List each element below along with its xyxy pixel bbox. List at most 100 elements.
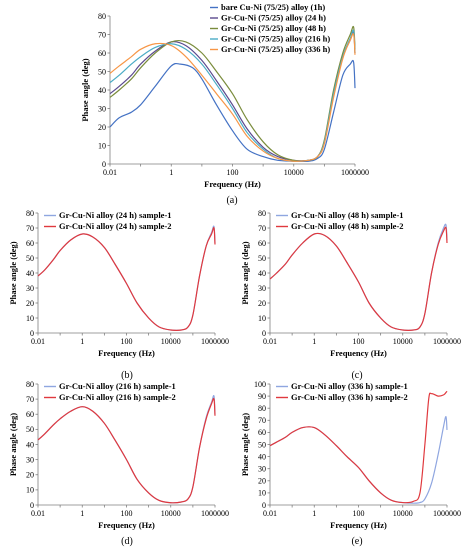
x-tick-label: 10000 xyxy=(161,509,181,518)
y-tick-label: 20 xyxy=(258,477,266,486)
y-axis-title: Phase angle (deg) xyxy=(240,241,250,304)
y-tick-label: 80 xyxy=(258,209,266,218)
x-tick-label: 100 xyxy=(227,168,239,177)
x-tick-label: 1000000 xyxy=(433,509,461,518)
series-line-d-2 xyxy=(37,397,216,504)
y-tick-label: 30 xyxy=(98,104,106,113)
legend-entry: Gr-Cu-Ni (75/25) alloy (336 h) xyxy=(221,44,330,54)
series-line-a-1 xyxy=(109,59,356,163)
y-tick-label: 30 xyxy=(26,455,34,464)
legend-entry: Gr-Cu-Ni alloy (336 h) sample-2 xyxy=(291,392,408,402)
x-axis-title: Frequency (Hz) xyxy=(330,520,387,530)
y-tick-label: 50 xyxy=(26,254,34,263)
y-tick-label: 60 xyxy=(26,239,34,248)
y-tick-label: 50 xyxy=(98,67,106,76)
x-tick-label: 100 xyxy=(121,509,133,518)
x-tick-label: 1 xyxy=(80,337,84,346)
y-tick-label: 10 xyxy=(258,314,266,323)
legend-entry: Gr-Cu-Ni (75/25) alloy (24 h) xyxy=(221,13,326,23)
y-axis-title: Phase angle (deg) xyxy=(8,241,18,304)
y-tick-label: 0 xyxy=(30,501,34,510)
x-tick-label: 10000 xyxy=(161,337,181,346)
x-tick-label: 1000000 xyxy=(341,168,369,177)
y-tick-label: 10 xyxy=(26,486,34,495)
x-axis-title: Frequency (Hz) xyxy=(98,520,155,530)
y-tick-label: 40 xyxy=(98,86,106,95)
y-tick-label: 60 xyxy=(258,239,266,248)
series-line-e-2 xyxy=(269,390,448,504)
panel-caption: (d) xyxy=(121,536,133,547)
y-axis-title: Phase angle (deg) xyxy=(8,413,18,476)
x-tick-label: 1 xyxy=(312,337,316,346)
series-line-d-1 xyxy=(37,395,216,504)
y-tick-label: 20 xyxy=(26,471,34,480)
chart-c: 0 10 20 30 40 50 60 70 80 0.01 1 100 10000 1000000 Fre… xyxy=(240,209,461,381)
legend-entry: Gr-Cu-Ni alloy (24 h) sample-2 xyxy=(59,221,172,231)
legend-entry: Gr-Cu-Ni alloy (216 h) sample-2 xyxy=(59,392,176,402)
y-tick-label: 70 xyxy=(258,224,266,233)
y-tick-label: 30 xyxy=(258,284,266,293)
x-tick-label: 1 xyxy=(169,168,173,177)
x-tick-label: 1 xyxy=(80,509,84,518)
y-tick-label: 70 xyxy=(26,395,34,404)
x-tick-label: 10000 xyxy=(393,337,413,346)
y-tick-label: 0 xyxy=(262,329,266,338)
y-tick-label: 70 xyxy=(26,224,34,233)
y-tick-label: 80 xyxy=(26,209,34,218)
legend: Gr-Cu-Ni alloy (336 h) sample-1Gr-Cu-Ni … xyxy=(276,381,408,402)
legend-entry: Gr-Cu-Ni alloy (216 h) sample-1 xyxy=(59,381,176,391)
y-tick-label: 20 xyxy=(258,299,266,308)
x-tick-label: 10000 xyxy=(393,509,413,518)
x-axis-title: Frequency (Hz) xyxy=(330,348,387,358)
y-tick-label: 80 xyxy=(26,380,34,389)
y-tick-label: 10 xyxy=(26,314,34,323)
y-tick-label: 50 xyxy=(258,254,266,263)
y-tick-label: 20 xyxy=(26,299,34,308)
y-tick-label: 40 xyxy=(258,452,266,461)
y-tick-label: 100 xyxy=(254,380,266,389)
y-tick-label: 40 xyxy=(26,269,34,278)
series-line-b-1 xyxy=(37,225,216,331)
legend: Gr-Cu-Ni alloy (24 h) sample-1Gr-Cu-Ni a… xyxy=(44,210,172,231)
y-tick-label: 70 xyxy=(98,30,106,39)
y-tick-label: 40 xyxy=(26,440,34,449)
series-line-c-2 xyxy=(269,226,448,331)
x-tick-label: 0.01 xyxy=(263,509,277,518)
legend-entry: Gr-Cu-Ni (75/25) alloy (48 h) xyxy=(221,23,326,33)
y-tick-label: 50 xyxy=(258,440,266,449)
y-tick-label: 80 xyxy=(258,404,266,413)
x-tick-label: 0.01 xyxy=(31,509,45,518)
y-tick-label: 30 xyxy=(258,465,266,474)
series-line-c-1 xyxy=(269,223,448,331)
y-tick-label: 0 xyxy=(30,329,34,338)
chart-b: 0 10 20 30 40 50 60 70 80 0.01 1 100 10000 1000000 Fre… xyxy=(8,209,229,381)
y-tick-label: 70 xyxy=(258,416,266,425)
legend-entry: Gr-Cu-Ni alloy (48 h) sample-2 xyxy=(291,221,404,231)
y-tick-label: 50 xyxy=(26,425,34,434)
x-tick-label: 0.01 xyxy=(31,337,45,346)
legend-entry: Gr-Cu-Ni alloy (24 h) sample-1 xyxy=(59,210,172,220)
legend-entry: Gr-Cu-Ni alloy (48 h) sample-1 xyxy=(291,210,404,220)
series-line-a-3 xyxy=(109,25,356,162)
x-tick-label: 1000000 xyxy=(201,509,229,518)
x-tick-label: 0.01 xyxy=(103,168,117,177)
y-tick-label: 10 xyxy=(258,489,266,498)
legend: Gr-Cu-Ni alloy (216 h) sample-1Gr-Cu-Ni … xyxy=(44,381,176,402)
chart-a: 0 10 20 30 40 50 60 70 80 0.01 1 100 10000 1000000 Fre… xyxy=(80,2,369,206)
legend: bare Cu-Ni (75/25) alloy (1h)Gr-Cu-Ni (7… xyxy=(210,2,330,54)
series-line-a-5 xyxy=(109,33,356,162)
chart-d: 0 10 20 30 40 50 60 70 80 0.01 1 100 10000 1000000 Fre… xyxy=(8,380,229,547)
x-tick-label: 1000000 xyxy=(433,337,461,346)
legend-entry: Gr-Cu-Ni (75/25) alloy (216 h) xyxy=(221,34,330,44)
x-tick-label: 1000000 xyxy=(201,337,229,346)
y-tick-label: 60 xyxy=(258,428,266,437)
y-tick-label: 80 xyxy=(98,12,106,21)
x-tick-label: 100 xyxy=(353,337,365,346)
series-line-a-4 xyxy=(109,29,356,162)
legend-entry: bare Cu-Ni (75/25) alloy (1h) xyxy=(221,2,325,12)
panel-caption: (b) xyxy=(121,370,133,381)
series-line-b-2 xyxy=(37,227,216,331)
y-tick-label: 90 xyxy=(258,392,266,401)
y-axis-title: Phase angle (deg) xyxy=(240,413,250,476)
